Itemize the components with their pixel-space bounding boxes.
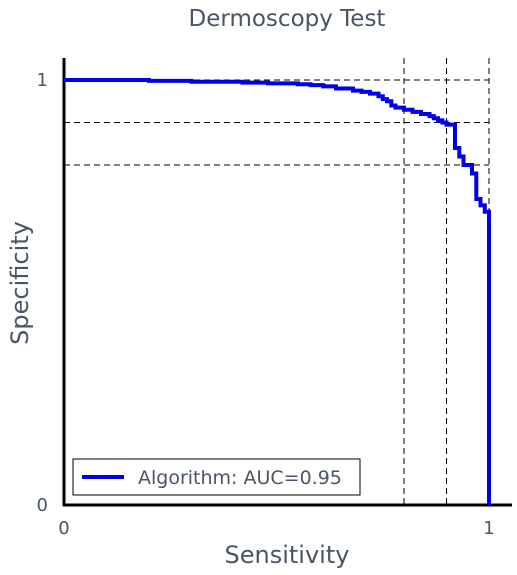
x-axis-label: Sensitivity <box>225 541 350 569</box>
series-layer <box>64 78 491 505</box>
x-tick-label-0: 0 <box>58 518 69 539</box>
tick-labels: 0 1 0 1 <box>37 70 495 539</box>
chart-title: Dermoscopy Test <box>189 6 386 32</box>
x-tick-label-1: 1 <box>483 518 494 539</box>
series-line-0 <box>64 78 491 505</box>
y-tick-label-0: 0 <box>37 495 48 516</box>
y-tick-label-1: 1 <box>37 70 48 91</box>
reference-lines <box>64 58 490 505</box>
legend: Algorithm: AUC=0.95 <box>72 458 361 496</box>
y-axis-label: Specificity <box>6 221 34 345</box>
legend-label: Algorithm: AUC=0.95 <box>138 467 342 489</box>
